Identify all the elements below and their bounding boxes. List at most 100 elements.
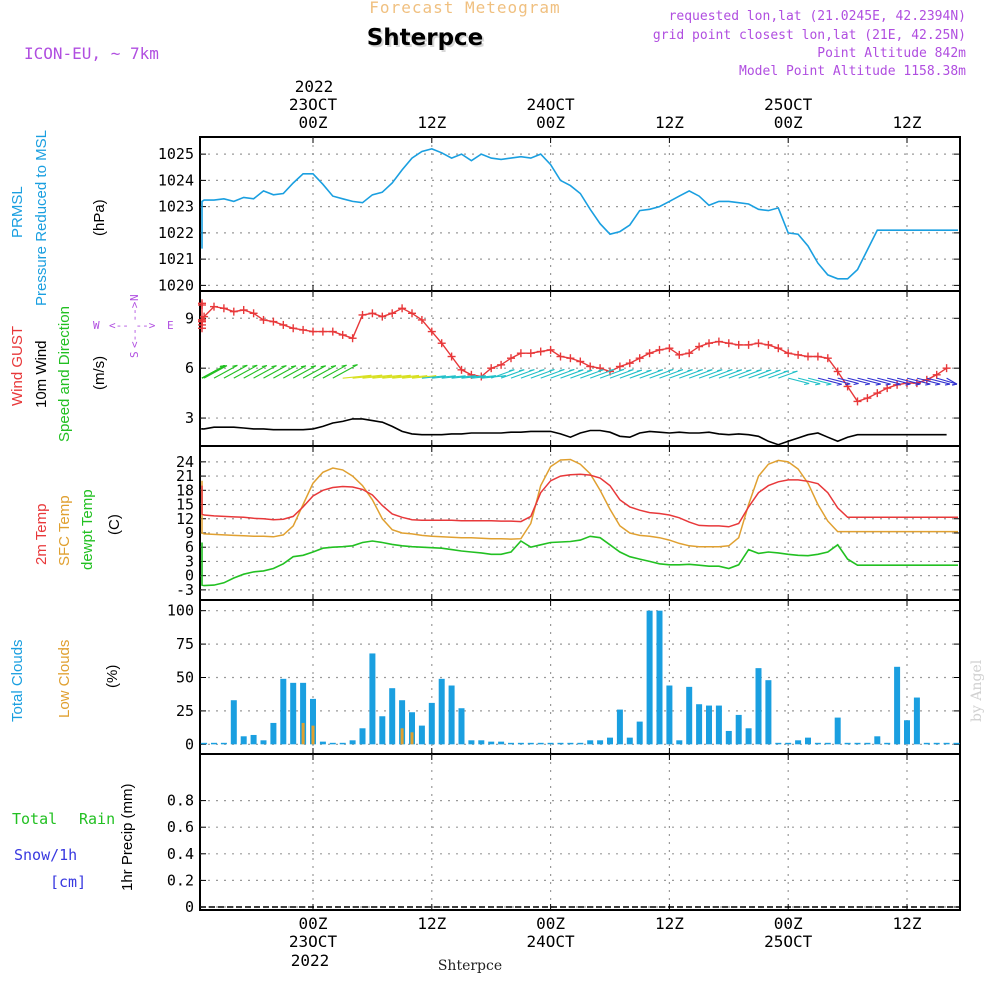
total-cloud-bar (923, 742, 930, 745)
wind-arrow (253, 365, 277, 379)
total-cloud-bar (329, 742, 336, 745)
total-cloud-bar (438, 678, 445, 745)
wind-arrow-head (320, 365, 326, 368)
wind-arrow-head (460, 375, 466, 378)
dewpt-line (201, 535, 958, 587)
total-cloud-bar (517, 742, 524, 745)
wind-arrow (679, 369, 703, 379)
y-tick-label: 15 (176, 496, 194, 514)
pressure-line (201, 148, 958, 280)
total-cloud-bar (745, 728, 752, 745)
wind-arrow-head (895, 383, 901, 386)
bottom-date-label: 25OCT (764, 932, 813, 951)
compass-n: N (128, 294, 141, 301)
total-cloud-bar (706, 705, 712, 745)
snow-label: Snow/1h (14, 846, 78, 864)
wind-arrow (273, 365, 297, 379)
wind-arrow-head (925, 383, 931, 386)
wind-arrow-head (440, 375, 446, 378)
y-tick-label: 9 (185, 309, 194, 327)
bottom-hour-label: 00Z (299, 914, 328, 933)
total-cloud-bar (478, 740, 485, 745)
wind10-label: 10m Wind (33, 340, 50, 408)
wind-arrow (491, 369, 515, 379)
total-cloud-bar (943, 742, 950, 745)
total-cloud-bar (409, 712, 415, 745)
total-cloud-bar (280, 678, 287, 745)
point-altitude: Point Altitude 842m (817, 46, 966, 61)
top-hour-label: 00Z (299, 113, 328, 132)
wind-arrow (847, 377, 871, 385)
wind-arrow-head (377, 374, 383, 377)
wind-arrow-head (221, 365, 228, 368)
total-cloud-bar (814, 742, 821, 745)
total-cloud-bar (933, 742, 940, 745)
total-cloud-bar (498, 741, 505, 745)
wind-arrow (797, 377, 821, 385)
total-clouds-label: Total Clouds (9, 639, 26, 722)
wind-arrow (322, 364, 347, 379)
y-tick-label: 0 (185, 735, 194, 753)
wind-arrow-head (386, 374, 393, 377)
wind-arrow-head (413, 374, 420, 377)
wind-arrow-head (330, 365, 337, 368)
wind-arrow (201, 365, 226, 379)
wind-arrow-head (300, 365, 307, 368)
compass-we-arrows: <-- --> (109, 319, 156, 332)
wind-arrow-head (396, 374, 402, 377)
total-cloud-bar (725, 730, 732, 745)
wind-arrow-head (559, 368, 565, 372)
wind-arrow (332, 364, 358, 379)
top-hour-label: 12Z (417, 113, 446, 132)
sfc-temp-line (201, 458, 958, 548)
wind-arrow (817, 377, 842, 385)
y-tick-label: 3 (185, 409, 194, 427)
total-cloud-bar (359, 728, 366, 745)
total-cloud-bar (844, 742, 851, 745)
low-cloud-bar (410, 732, 414, 745)
wind-arrow (550, 368, 575, 379)
wind-arrow-head (845, 383, 851, 386)
wind-arrow-head (261, 364, 267, 368)
y-tick-label: 100 (167, 602, 194, 620)
wind-arrow-head (944, 383, 951, 386)
y-tick-label: 0.4 (167, 845, 194, 863)
wind-arrow (936, 377, 958, 385)
wind-arrow-head (636, 369, 642, 372)
y-tick-label: 0.8 (167, 792, 194, 810)
t2m-line (201, 473, 958, 528)
wind-arrow-head (271, 365, 277, 368)
wind-arrow (946, 377, 958, 385)
wind-arrow (718, 369, 742, 379)
top-date-label: 25OCT (764, 95, 813, 114)
wind-arrow (629, 369, 652, 379)
total-cloud-bar (260, 740, 267, 745)
wind-arrow-head (792, 370, 798, 373)
wind-arrow (748, 369, 772, 379)
wind-arrow-head (598, 369, 604, 372)
wind-arrow (916, 377, 941, 385)
total-cloud-bar (607, 737, 613, 745)
wind-arrow-head (539, 369, 545, 372)
wind-arrow-head (480, 375, 486, 378)
wind-arrow-head (242, 364, 248, 367)
total-label: Total (12, 810, 58, 828)
wind-arrow (599, 368, 625, 379)
wind-arrow (580, 369, 604, 379)
wind-arrow (520, 369, 545, 379)
y-tick-label: 0.2 (167, 871, 194, 889)
precip-axis-label: 1hr Precip (mm) (119, 783, 136, 891)
total-cloud-bar (854, 742, 861, 745)
y-tick-label: 1022 (158, 224, 194, 242)
wind-arrow-head (875, 383, 881, 386)
wind-arrow-head (783, 370, 789, 373)
wind10-line (201, 418, 947, 446)
low-cloud-bar (311, 725, 315, 745)
wind-arrow (738, 369, 762, 379)
wind-arrow-head (366, 374, 372, 377)
top-hour-label: 00Z (774, 113, 803, 132)
total-cloud-bar (270, 722, 277, 745)
compass-ns-arrows: <-- --> (128, 301, 141, 348)
total-cloud-bar (211, 742, 217, 745)
